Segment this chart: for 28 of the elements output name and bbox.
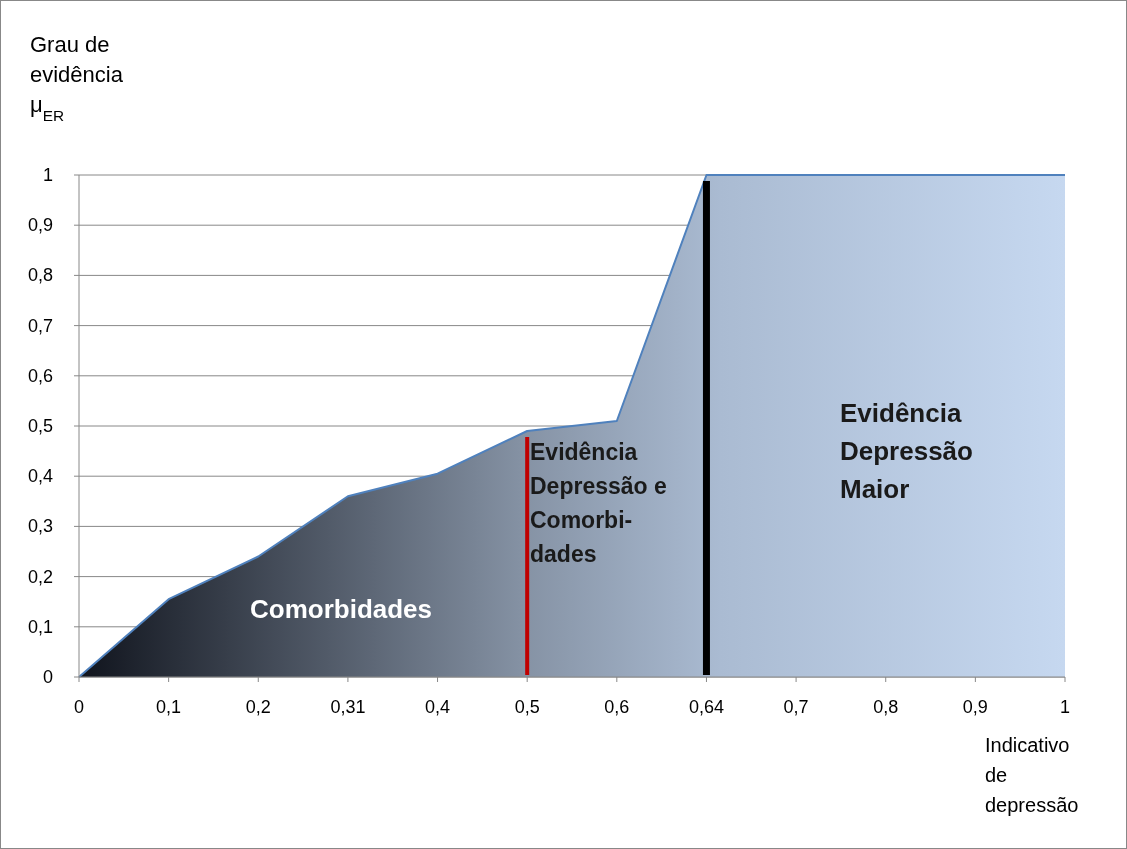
- x-tick-label: 0,1: [156, 697, 182, 717]
- y-tick-label: 0,8: [27, 265, 53, 286]
- x-tick-label: 0,5: [514, 697, 540, 717]
- y-tick-label: 0,5: [27, 416, 53, 436]
- annotation: Evidência Depressão Maior: [840, 398, 973, 504]
- x-tick-label: 0,8: [873, 697, 899, 717]
- y-tick-label: 0,2: [27, 566, 53, 587]
- y-tick-label: 0,3: [27, 516, 53, 537]
- y-axis-title: Grau de evidência μ$_{ER}$: [30, 32, 124, 124]
- x-tick-label: 0,9: [962, 697, 988, 717]
- x-tick-label: 0,4: [425, 697, 451, 717]
- annotation: Evidência Depressão e Comorbi- dades: [530, 439, 667, 567]
- x-tick-label: 0,6: [604, 697, 630, 717]
- x-axis-title: Indicativo de depressão: [985, 734, 1079, 816]
- y-tick-label: 0,4: [27, 466, 53, 487]
- y-tick-label: 0,1: [27, 616, 53, 637]
- y-tick-label: 0,7: [27, 315, 53, 336]
- x-tick-label: 0,31: [330, 697, 366, 717]
- x-tick-label: 0,2: [245, 697, 271, 717]
- x-tick-label: 0: [73, 697, 85, 717]
- y-tick-label: 1: [42, 165, 53, 185]
- x-tick-label: 0,64: [688, 697, 724, 717]
- y-tick-label: 0,6: [27, 365, 53, 386]
- x-tick-label: 0,7: [783, 697, 809, 717]
- y-tick-label: 0: [42, 667, 53, 687]
- annotation: Comorbidades: [250, 594, 433, 624]
- x-tick-label: 1: [1059, 697, 1071, 717]
- y-tick-label: 0,9: [27, 215, 53, 236]
